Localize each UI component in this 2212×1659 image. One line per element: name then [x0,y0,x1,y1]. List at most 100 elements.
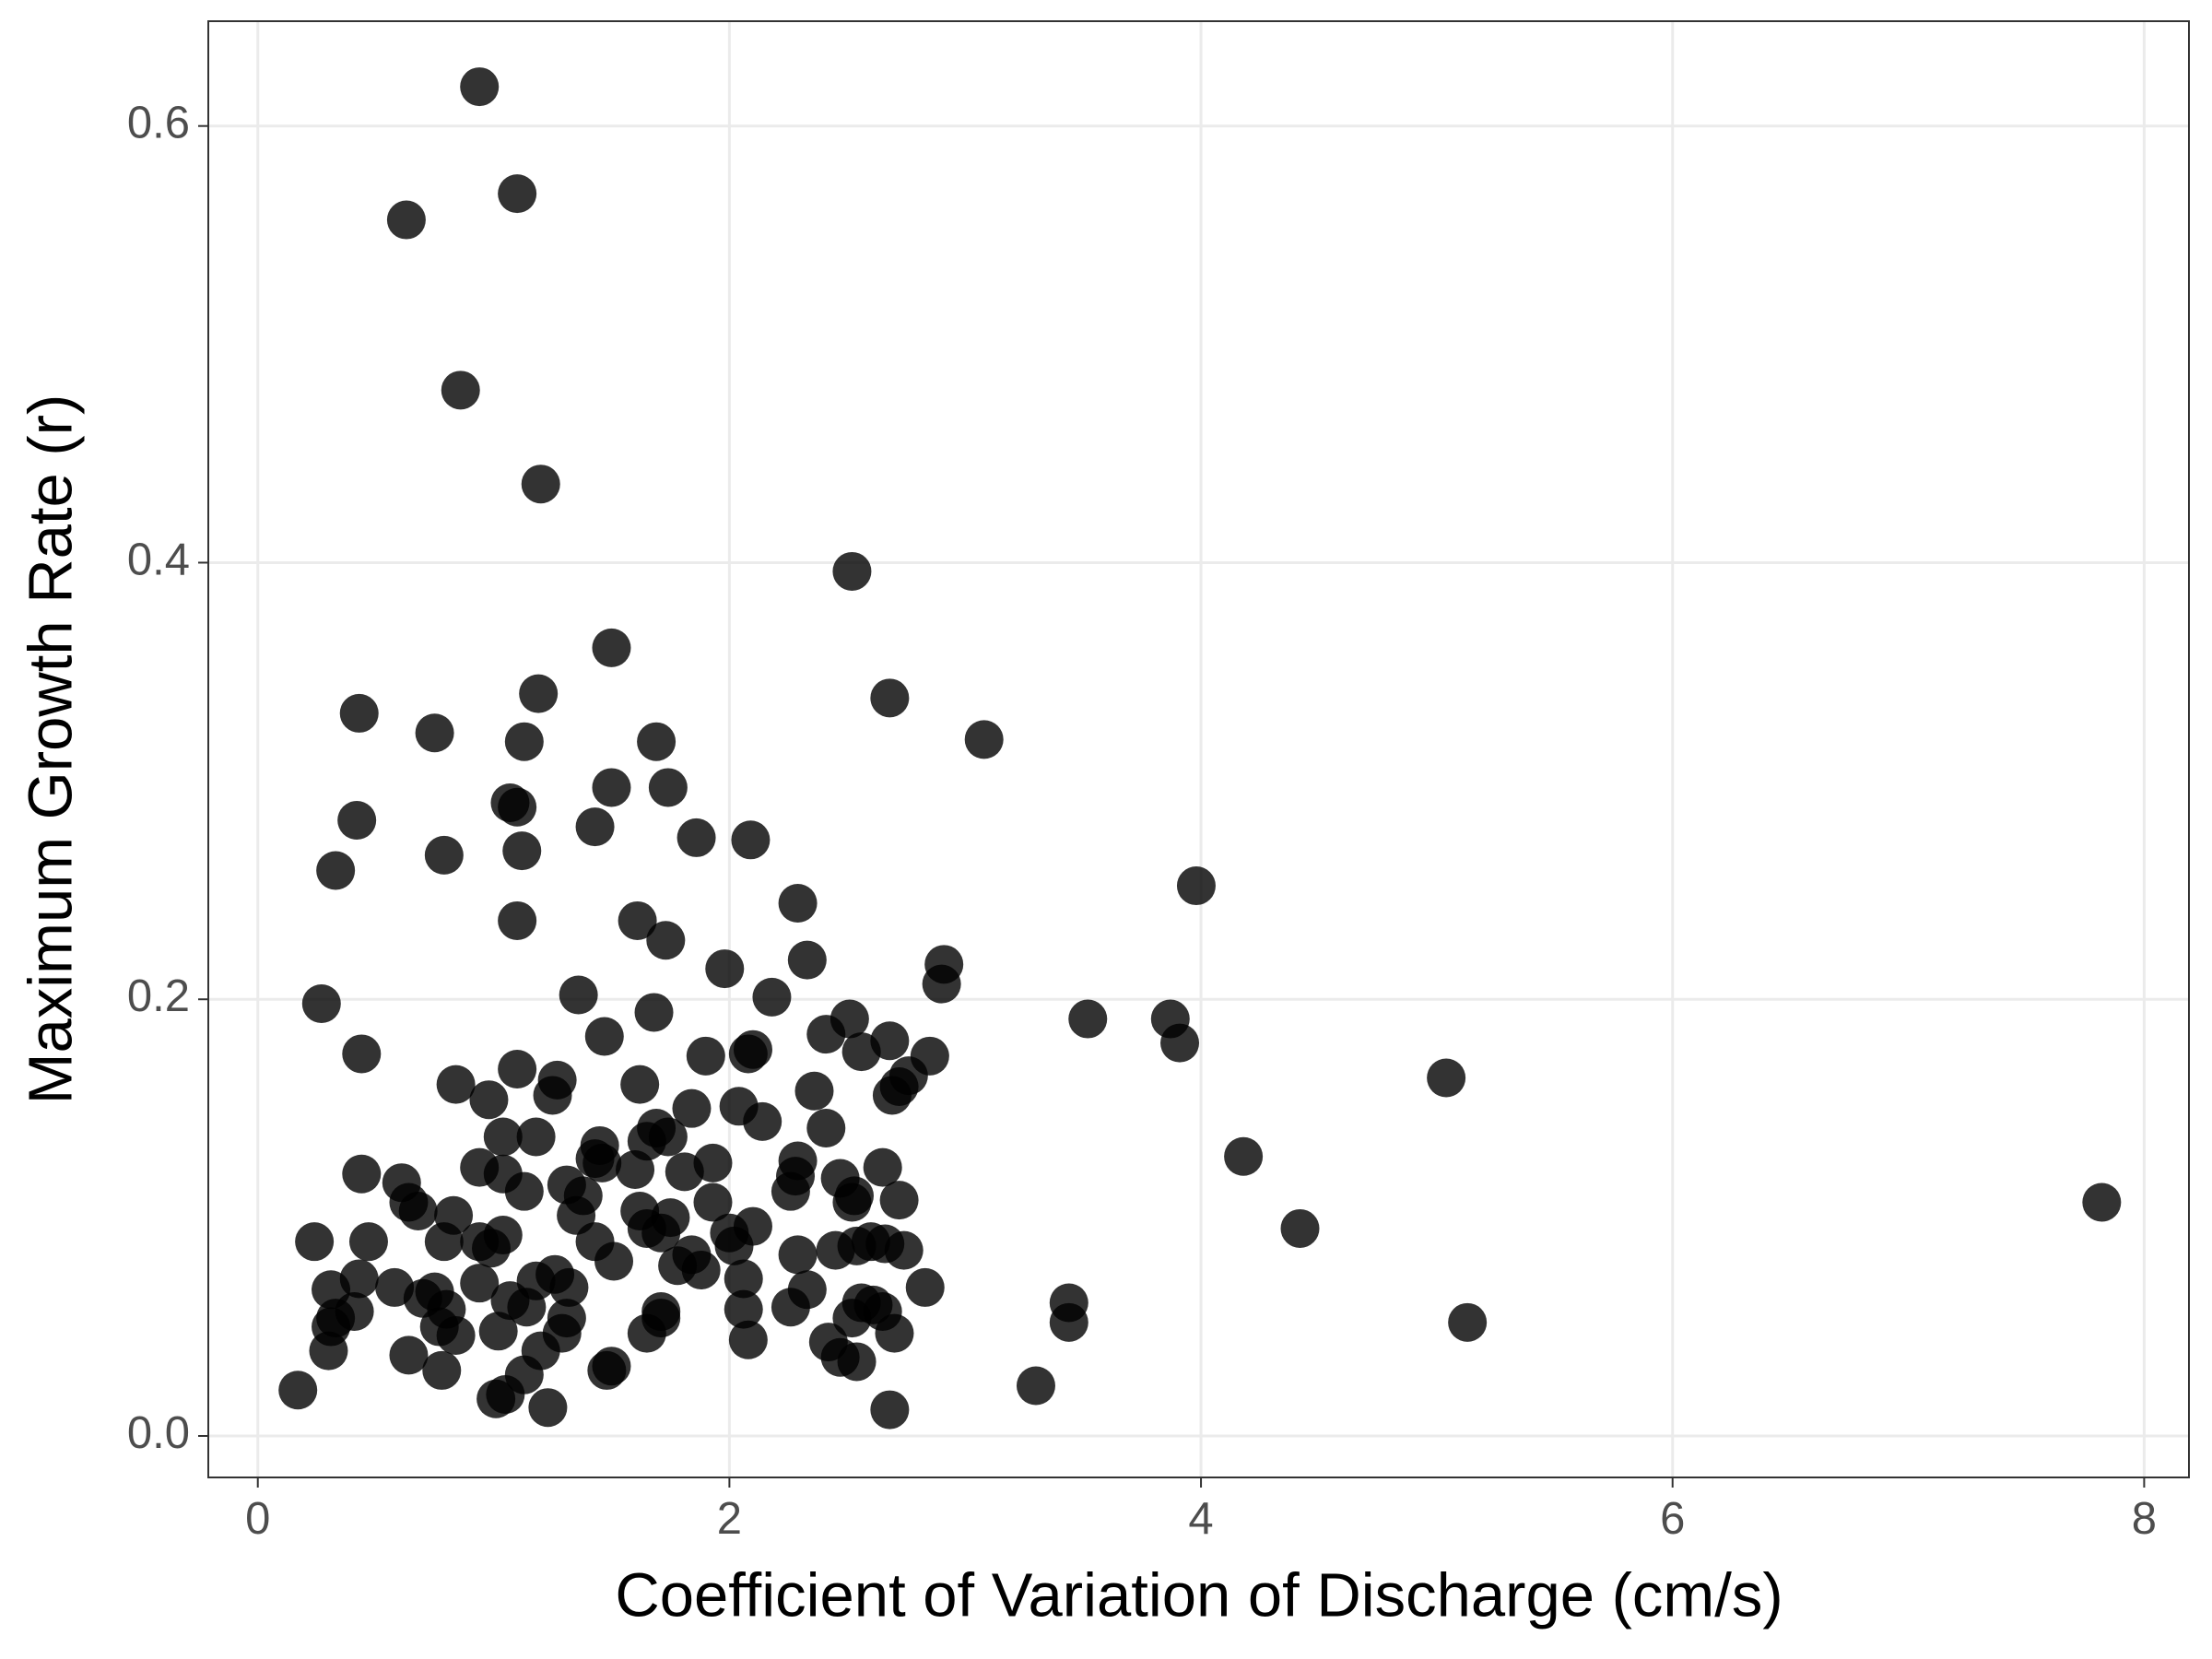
point [832,551,872,591]
point [964,720,1004,759]
point [549,1267,589,1307]
point [665,1152,704,1192]
point [724,1289,763,1329]
point [637,722,677,761]
point [778,1235,818,1275]
point [771,1171,810,1211]
point [627,1313,666,1353]
point [498,900,537,940]
point [2082,1182,2122,1222]
point [806,1108,846,1147]
point [516,1117,556,1157]
point [559,975,598,1015]
point [686,1036,725,1076]
x-tick-label: 6 [1660,1494,1685,1544]
point [502,831,542,871]
point [620,1065,660,1104]
y-tick-label: 0.4 [127,535,190,584]
y-tick-label: 0.0 [127,1408,190,1458]
point [870,678,910,718]
point [922,964,961,1004]
x-tick-label: 0 [245,1494,270,1544]
point [582,1143,622,1182]
x-tick-label: 8 [2132,1494,2157,1544]
point [728,1320,768,1359]
point [415,713,454,753]
point [872,1076,912,1115]
point [724,1259,763,1299]
point [472,1229,511,1268]
point [389,1335,429,1375]
point [477,1379,516,1418]
point [441,371,480,410]
point [348,1222,388,1262]
point [339,693,379,733]
point [584,1017,624,1056]
point [424,1222,464,1262]
point [342,1034,382,1074]
point [794,1071,834,1111]
point [616,1149,655,1189]
point [634,993,674,1032]
point [498,174,537,214]
point [594,1241,634,1281]
point [1049,1302,1088,1342]
point [841,1032,881,1072]
point [714,1226,754,1265]
point [386,200,426,240]
point [498,1050,537,1089]
point [1448,1302,1488,1342]
point [424,835,464,875]
point [1016,1366,1055,1406]
point [1160,1023,1200,1063]
point [436,1065,476,1104]
point [1068,999,1108,1039]
point [337,800,377,840]
point [295,1222,335,1262]
y-tick-label: 0.6 [127,99,190,148]
point [681,1250,721,1289]
point [478,1312,518,1351]
point [728,1034,768,1074]
y-tick-label: 0.2 [127,971,190,1021]
point [806,1015,846,1054]
point [875,1313,914,1353]
point [677,818,716,857]
point [504,1171,544,1211]
point [1224,1136,1264,1176]
y-axis-title: Maximum Growth Rate (r) [17,394,86,1105]
point [575,807,615,847]
point [309,1331,348,1371]
point [1280,1208,1320,1248]
x-axis-title: Coefficient of Variation of Discharge (c… [615,1561,1783,1630]
point [705,949,745,989]
point [884,1230,924,1270]
point [507,1288,547,1327]
point [646,921,686,960]
point [832,1299,872,1338]
plot-border [207,20,2190,1478]
point [460,1264,500,1303]
point [870,1390,910,1430]
point [519,674,559,713]
point [528,1388,568,1428]
point [533,1076,572,1115]
point [731,820,771,860]
point [504,722,544,761]
point [832,1182,872,1222]
point [521,465,560,504]
point [498,787,537,827]
point [879,1181,919,1220]
point [743,1101,782,1141]
point [771,1288,810,1327]
point [278,1371,318,1410]
point [460,67,500,107]
point [483,1117,523,1157]
point [301,983,341,1023]
point [648,768,688,807]
point [778,884,818,924]
point [641,1213,681,1253]
point [693,1182,733,1222]
point [905,1267,945,1307]
